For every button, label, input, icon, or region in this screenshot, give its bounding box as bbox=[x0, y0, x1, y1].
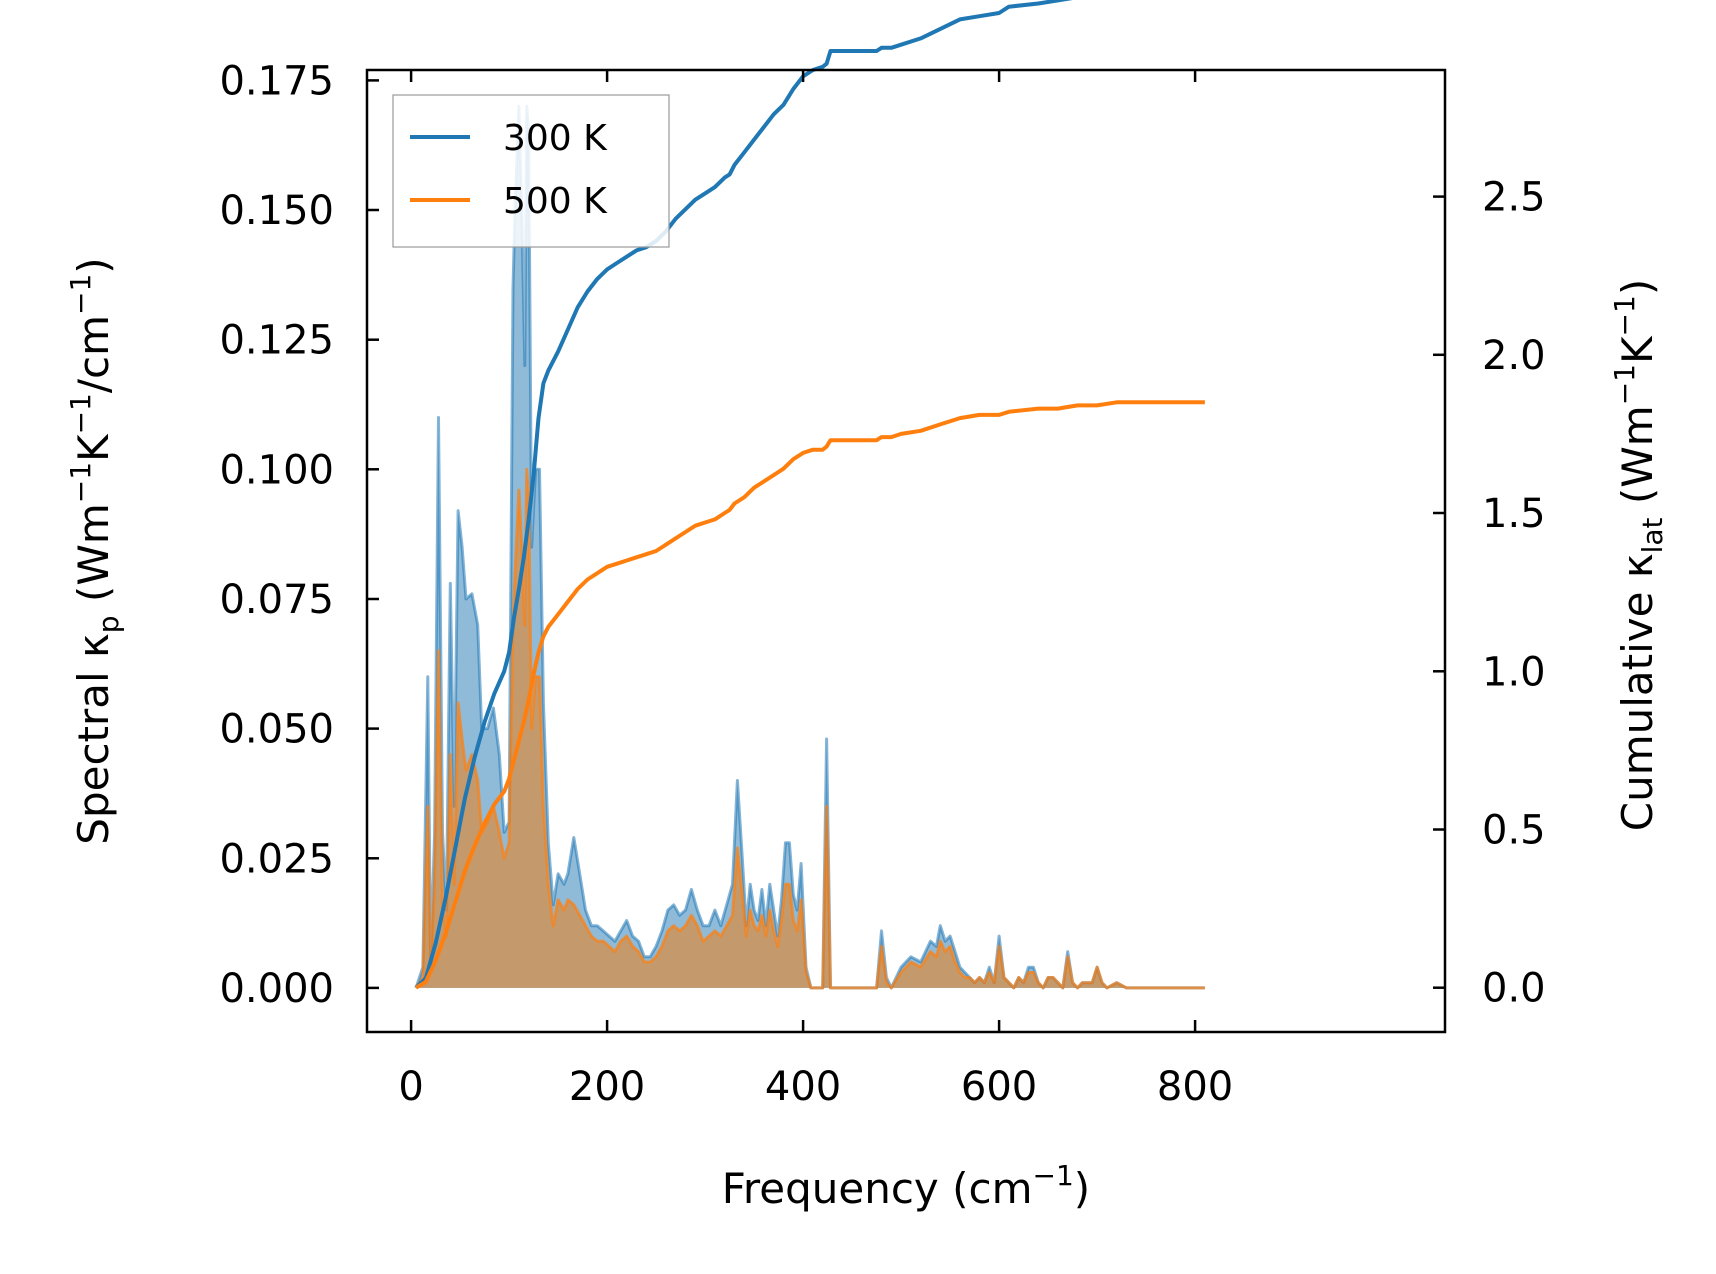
right-tick-label: 1.5 bbox=[1482, 491, 1546, 537]
left-tick-label: 0.100 bbox=[219, 447, 334, 493]
left-axis-title: Spectral κp (Wm−1K−1/cm−1) bbox=[64, 257, 125, 844]
cumulative-line-500K bbox=[414, 400, 1205, 990]
legend-box bbox=[392, 94, 670, 248]
left-axis-title-rest3: /cm bbox=[69, 315, 118, 393]
cumulative-line-300K bbox=[414, 0, 1073, 990]
x-tick-label: 800 bbox=[1157, 1064, 1233, 1110]
x-tick-label: 600 bbox=[961, 1064, 1037, 1110]
left-axis-title-rest1: (Wm bbox=[69, 503, 118, 615]
left-tick-label: 0.150 bbox=[219, 188, 334, 234]
x-axis-title-sup: −1 bbox=[1033, 1159, 1074, 1192]
right-tick-label: 2.0 bbox=[1482, 333, 1546, 379]
right-axis-title-rest1: (Wm bbox=[1613, 405, 1662, 517]
legend-label-500K: 500 K bbox=[503, 181, 608, 222]
left-tick-label: 0.125 bbox=[219, 318, 334, 364]
right-axis-title-sup2: −1 bbox=[1608, 295, 1641, 336]
right-tick-label: 0.0 bbox=[1482, 966, 1546, 1012]
x-axis-title-main: Frequency (cm bbox=[722, 1164, 1033, 1213]
right-tick-label: 0.5 bbox=[1482, 808, 1546, 854]
left-tick-label: 0.175 bbox=[219, 58, 334, 104]
left-tick-label: 0.050 bbox=[219, 707, 334, 753]
left-tick-label: 0.075 bbox=[219, 577, 334, 623]
right-axis-title: Cumulative κlat (Wm−1K−1) bbox=[1608, 279, 1669, 831]
right-axis-title-end: ) bbox=[1613, 279, 1662, 295]
left-axis-title-sup1: −1 bbox=[64, 462, 97, 503]
left-axis-title-rest2: K bbox=[69, 433, 118, 462]
left-axis-title-sub: p bbox=[92, 615, 125, 633]
plot-area bbox=[414, 0, 1205, 990]
right-tick-label: 2.5 bbox=[1482, 175, 1546, 221]
legend: 300 K 500 K bbox=[392, 94, 670, 248]
right-axis-title-sub: lat bbox=[1636, 517, 1669, 553]
right-axis-title-main: Cumulative κ bbox=[1613, 553, 1662, 831]
x-tick-label: 400 bbox=[765, 1064, 841, 1110]
right-tick-label: 1.0 bbox=[1482, 649, 1546, 695]
right-axis-title-rest2: K bbox=[1613, 335, 1662, 364]
x-axis-ticks: 0 200 400 600 800 bbox=[398, 70, 1233, 1110]
x-axis-title: Frequency (cm−1) bbox=[722, 1159, 1090, 1213]
left-axis-title-sup3: −1 bbox=[64, 274, 97, 315]
spectral-edge-500K bbox=[414, 467, 1205, 990]
x-tick-label: 200 bbox=[569, 1064, 645, 1110]
spectral-fill-500K bbox=[416, 469, 1205, 988]
left-axis-title-end: ) bbox=[69, 257, 118, 273]
left-axis-title-sup2: −1 bbox=[64, 393, 97, 434]
right-axis-ticks: 0.0 0.5 1.0 1.5 2.0 2.5 bbox=[1433, 175, 1546, 1012]
x-tick-label: 0 bbox=[398, 1064, 423, 1110]
legend-label-300K: 300 K bbox=[503, 118, 608, 159]
left-tick-label: 0.000 bbox=[219, 966, 334, 1012]
plot-frame bbox=[365, 68, 1447, 1034]
x-axis-title-end: ) bbox=[1074, 1164, 1090, 1213]
left-tick-label: 0.025 bbox=[219, 836, 334, 882]
left-axis-ticks: 0.000 0.025 0.050 0.075 0.100 0.125 0.150 0.175 bbox=[219, 58, 379, 1012]
left-axis-title-main: Spectral κ bbox=[69, 633, 118, 845]
right-axis-title-sup1: −1 bbox=[1608, 364, 1641, 405]
